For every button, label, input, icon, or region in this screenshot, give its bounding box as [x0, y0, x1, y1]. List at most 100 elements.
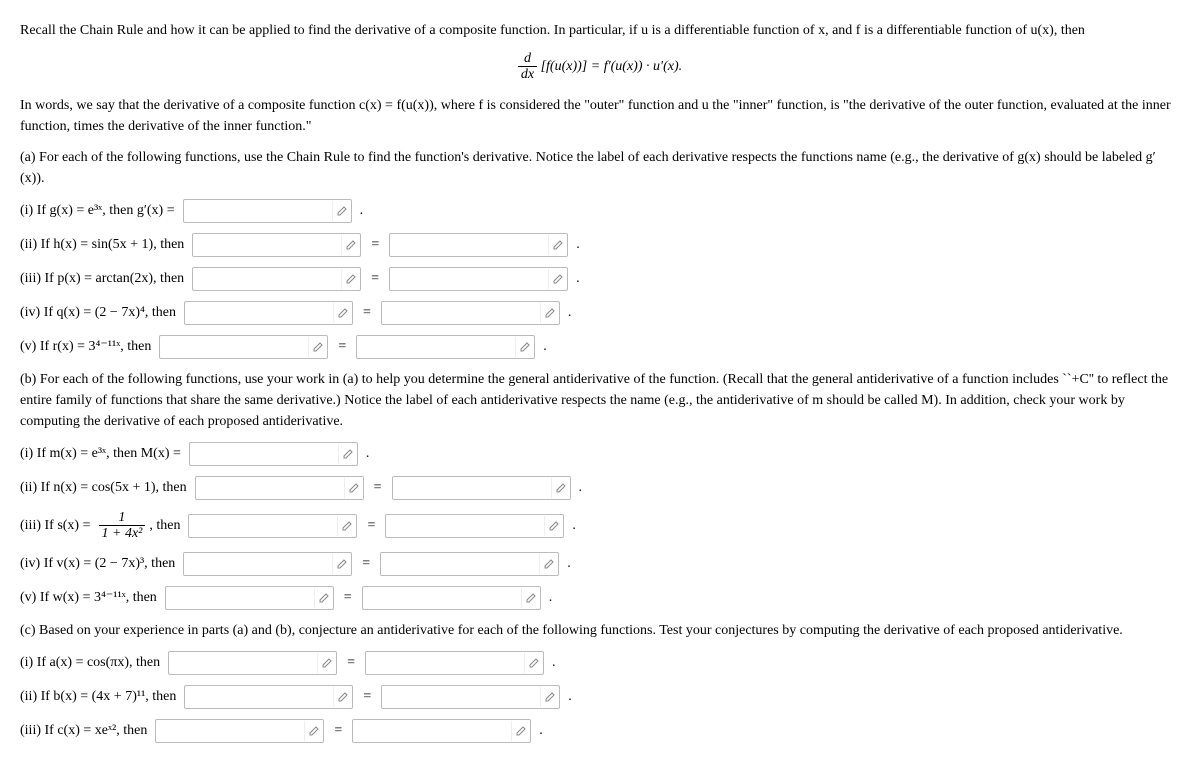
period: . — [360, 200, 364, 221]
c-ii-input2-wrap[interactable] — [381, 685, 560, 709]
b-iii-input2-wrap[interactable] — [385, 514, 564, 538]
c-i-input2-wrap[interactable] — [365, 651, 544, 675]
a-iv-input1-wrap[interactable] — [184, 301, 353, 325]
c-ii-input1-wrap[interactable] — [184, 685, 353, 709]
pencil-icon[interactable] — [539, 554, 558, 574]
b-iii-label-post: , then — [149, 515, 180, 536]
c-i-input1-wrap[interactable] — [168, 651, 337, 675]
pencil-icon[interactable] — [524, 653, 543, 673]
b-ii-input2-wrap[interactable] — [392, 476, 571, 500]
pencil-icon[interactable] — [341, 269, 360, 289]
c-i-input1[interactable] — [169, 653, 317, 673]
b-v-input2[interactable] — [363, 588, 521, 608]
a-v-row: (v) If r(x) = 3⁴⁻¹¹ˣ, then = . — [20, 335, 1180, 359]
b-iii-row: (iii) If s(x) = 1 1 + 4x² , then = . — [20, 510, 1180, 542]
b-iii-label-pre: (iii) If s(x) = — [20, 515, 91, 536]
pencil-icon[interactable] — [317, 653, 336, 673]
pencil-icon[interactable] — [308, 337, 327, 357]
a-iii-row: (iii) If p(x) = arctan(2x), then = . — [20, 267, 1180, 291]
pencil-icon[interactable] — [333, 303, 352, 323]
a-iii-input1[interactable] — [193, 269, 341, 289]
pencil-icon[interactable] — [521, 588, 540, 608]
pencil-icon[interactable] — [511, 721, 530, 741]
c-iii-input2[interactable] — [353, 721, 511, 741]
b-v-input1[interactable] — [166, 588, 314, 608]
equals: = — [374, 477, 382, 498]
b-ii-row: (ii) If n(x) = cos(5x + 1), then = . — [20, 476, 1180, 500]
c-ii-input2[interactable] — [382, 687, 540, 707]
c-iii-input1-wrap[interactable] — [155, 719, 324, 743]
b-ii-input1-wrap[interactable] — [195, 476, 364, 500]
a-i-input-wrap[interactable] — [183, 199, 352, 223]
equals: = — [347, 652, 355, 673]
c-iii-label: (iii) If c(x) = xeˣ², then — [20, 720, 147, 741]
a-ii-label: (ii) If h(x) = sin(5x + 1), then — [20, 234, 184, 255]
a-i-label: (i) If g(x) = e³ˣ, then g′(x) = — [20, 200, 175, 221]
a-ii-input2[interactable] — [390, 235, 548, 255]
b-i-label: (i) If m(x) = e³ˣ, then M(x) = — [20, 443, 181, 464]
pencil-icon[interactable] — [332, 554, 351, 574]
equals: = — [344, 587, 352, 608]
a-ii-input1-wrap[interactable] — [192, 233, 361, 257]
a-iv-input1[interactable] — [185, 303, 333, 323]
c-ii-input1[interactable] — [185, 687, 333, 707]
pencil-icon[interactable] — [337, 516, 356, 536]
a-ii-input1[interactable] — [193, 235, 341, 255]
b-iii-input2[interactable] — [386, 516, 544, 536]
pencil-icon[interactable] — [548, 269, 567, 289]
b-i-input-wrap[interactable] — [189, 442, 358, 466]
pencil-icon[interactable] — [338, 444, 357, 464]
intro-paragraph-2: In words, we say that the derivative of … — [20, 95, 1180, 137]
b-iv-input1[interactable] — [184, 554, 332, 574]
a-iii-input2[interactable] — [390, 269, 548, 289]
pencil-icon[interactable] — [344, 478, 363, 498]
a-iii-input2-wrap[interactable] — [389, 267, 568, 291]
b-iv-input2-wrap[interactable] — [380, 552, 559, 576]
equals: = — [371, 234, 379, 255]
a-v-input2-wrap[interactable] — [356, 335, 535, 359]
c-iii-input2-wrap[interactable] — [352, 719, 531, 743]
period: . — [568, 302, 572, 323]
a-i-row: (i) If g(x) = e³ˣ, then g′(x) = . — [20, 199, 1180, 223]
pencil-icon[interactable] — [544, 516, 563, 536]
a-iv-input2-wrap[interactable] — [381, 301, 560, 325]
a-iv-input2[interactable] — [382, 303, 540, 323]
a-ii-row: (ii) If h(x) = sin(5x + 1), then = . — [20, 233, 1180, 257]
b-iv-input1-wrap[interactable] — [183, 552, 352, 576]
b-ii-input2[interactable] — [393, 478, 551, 498]
pencil-icon[interactable] — [551, 478, 570, 498]
pencil-icon[interactable] — [332, 201, 351, 221]
pencil-icon[interactable] — [333, 687, 352, 707]
equals: = — [371, 268, 379, 289]
a-iii-input1-wrap[interactable] — [192, 267, 361, 291]
equals: = — [363, 302, 371, 323]
pencil-icon[interactable] — [341, 235, 360, 255]
b-v-row: (v) If w(x) = 3⁴⁻¹¹ˣ, then = . — [20, 586, 1180, 610]
period: . — [568, 686, 572, 707]
pencil-icon[interactable] — [304, 721, 323, 741]
a-v-input1[interactable] — [160, 337, 308, 357]
intro-paragraph-1: Recall the Chain Rule and how it can be … — [20, 20, 1180, 41]
b-iv-input2[interactable] — [381, 554, 539, 574]
c-i-input2[interactable] — [366, 653, 524, 673]
b-i-input[interactable] — [190, 444, 338, 464]
b-v-input1-wrap[interactable] — [165, 586, 334, 610]
pencil-icon[interactable] — [548, 235, 567, 255]
a-v-input2[interactable] — [357, 337, 515, 357]
pencil-icon[interactable] — [314, 588, 333, 608]
pencil-icon[interactable] — [540, 687, 559, 707]
b-iii-input1[interactable] — [189, 516, 337, 536]
a-ii-input2-wrap[interactable] — [389, 233, 568, 257]
pencil-icon[interactable] — [515, 337, 534, 357]
equals: = — [362, 553, 370, 574]
c-i-label: (i) If a(x) = cos(πx), then — [20, 652, 160, 673]
a-v-label: (v) If r(x) = 3⁴⁻¹¹ˣ, then — [20, 336, 151, 357]
pencil-icon[interactable] — [540, 303, 559, 323]
period: . — [549, 587, 553, 608]
c-iii-input1[interactable] — [156, 721, 304, 741]
b-v-input2-wrap[interactable] — [362, 586, 541, 610]
a-i-input[interactable] — [184, 201, 332, 221]
b-iii-input1-wrap[interactable] — [188, 514, 357, 538]
b-ii-input1[interactable] — [196, 478, 344, 498]
a-v-input1-wrap[interactable] — [159, 335, 328, 359]
